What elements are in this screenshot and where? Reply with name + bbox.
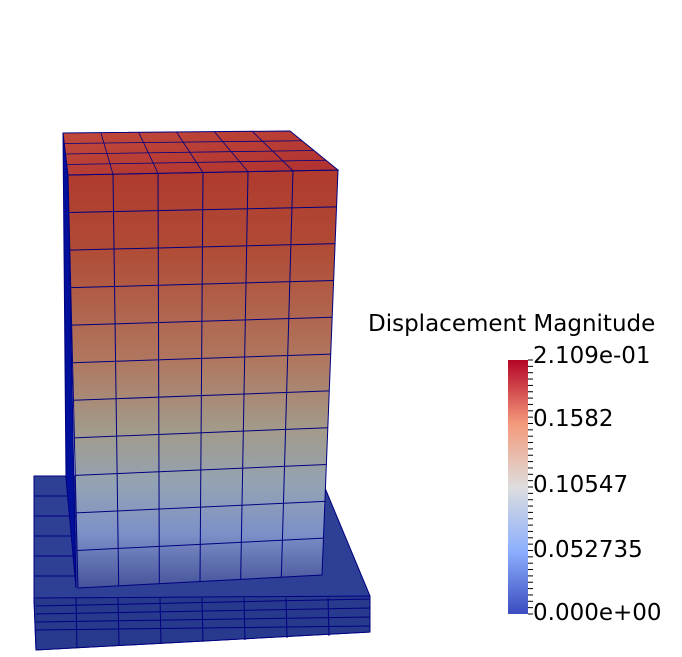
column-front-face [67, 169, 339, 589]
scalar-bar-tick-min: 0.000e+00 [533, 600, 662, 626]
scalar-bar-tick-max: 2.109e-01 [533, 343, 651, 369]
scalar-bar-tick: 0.1582 [533, 406, 614, 432]
scalar-bar-title: Displacement Magnitude [368, 311, 656, 337]
scalar-bar-ticks [528, 359, 533, 615]
scalar-bar-tick: 0.10547 [533, 472, 629, 498]
scalar-bar-swatch [508, 360, 528, 614]
scalar-bar-tick: 0.052735 [533, 537, 643, 563]
column-top-face [62, 130, 340, 176]
